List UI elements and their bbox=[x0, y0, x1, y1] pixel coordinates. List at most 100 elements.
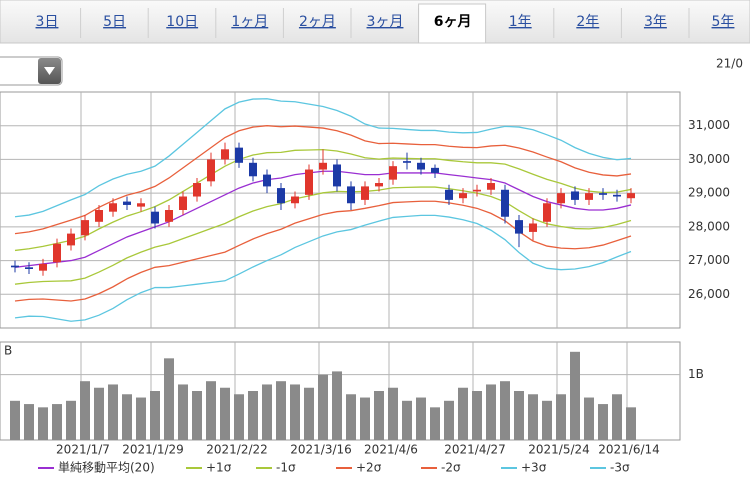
volume-bar bbox=[570, 351, 580, 440]
candle-body bbox=[207, 159, 215, 182]
volume-bar bbox=[388, 387, 398, 440]
band-line bbox=[14, 125, 632, 235]
candle-body bbox=[193, 183, 201, 197]
volume-bar bbox=[360, 397, 370, 440]
volume-bar bbox=[52, 404, 62, 440]
candle-body bbox=[445, 189, 453, 200]
tab-bar bbox=[0, 0, 750, 44]
x-tick-label: 2021/1/7 bbox=[56, 443, 110, 457]
candle-body bbox=[263, 174, 271, 187]
candle-body bbox=[235, 147, 243, 163]
volume-bar bbox=[430, 407, 440, 440]
tab[interactable]: 6ヶ月 bbox=[434, 14, 472, 30]
x-tick-label: 2021/1/29 bbox=[122, 443, 184, 457]
tabs: 3日 5日 10日 1ヶ月 2ヶ月 3ヶ月 6ヶ月 1年 2年 3年 5年 bbox=[36, 3, 735, 44]
x-tick-label: 2021/3/16 bbox=[290, 443, 352, 457]
plot: 26,000 27,000 28,000 29,000 30,000 31,000 1B B 2… bbox=[0, 91, 730, 475]
candle-body bbox=[249, 162, 257, 177]
volume-bar bbox=[626, 407, 636, 440]
volume-bar bbox=[542, 400, 552, 440]
candle-body bbox=[431, 167, 439, 173]
y-tick-label: 1B bbox=[688, 367, 704, 381]
candle-body bbox=[627, 193, 635, 199]
volume-bar bbox=[402, 400, 412, 440]
tab[interactable]: 3日 bbox=[36, 14, 59, 30]
candle-body bbox=[291, 196, 299, 204]
candle-body bbox=[361, 186, 369, 200]
legend-label: +1σ bbox=[206, 461, 232, 475]
volume-unit: B bbox=[4, 344, 12, 358]
candle-body bbox=[389, 166, 397, 180]
y-tick-label: 31,000 bbox=[688, 118, 730, 132]
volume-bar bbox=[80, 381, 90, 440]
tab[interactable]: 5年 bbox=[712, 14, 735, 30]
candle-body bbox=[277, 188, 285, 204]
candle-body bbox=[347, 186, 355, 204]
volume-bar bbox=[416, 397, 426, 440]
candle-body bbox=[165, 210, 173, 222]
tab[interactable]: 5日 bbox=[103, 14, 126, 30]
volume-bar bbox=[346, 394, 356, 440]
candle-body bbox=[11, 265, 19, 268]
volume-bar bbox=[262, 384, 272, 440]
legend-label: -1σ bbox=[276, 461, 296, 475]
price-frame bbox=[0, 91, 681, 329]
candle-body bbox=[95, 210, 103, 222]
band-line bbox=[14, 214, 632, 322]
tab[interactable]: 1ヶ月 bbox=[231, 14, 268, 30]
candle-body bbox=[25, 267, 33, 269]
volume-bar bbox=[94, 387, 104, 440]
volume-bar bbox=[458, 387, 468, 440]
band-line bbox=[14, 170, 632, 268]
tab[interactable]: 2年 bbox=[576, 14, 599, 30]
tab[interactable]: 3年 bbox=[644, 14, 667, 30]
volume-bar bbox=[192, 391, 202, 440]
candle-body bbox=[319, 162, 327, 170]
candle-body bbox=[501, 189, 509, 217]
candle-body bbox=[123, 201, 131, 205]
candle-body bbox=[333, 164, 341, 187]
volume-bar bbox=[122, 394, 132, 440]
tab[interactable]: 3ヶ月 bbox=[367, 14, 404, 30]
volume-bar bbox=[248, 391, 258, 440]
volume-bar bbox=[164, 358, 174, 440]
band-line bbox=[14, 200, 632, 302]
candle-body bbox=[109, 203, 117, 212]
volume-bar bbox=[332, 371, 342, 440]
volume-bar bbox=[374, 391, 384, 440]
legend-label: +3σ bbox=[521, 461, 547, 475]
volume-bar bbox=[150, 391, 160, 440]
candle-body bbox=[459, 193, 467, 199]
x-tick-label: 2021/5/24 bbox=[528, 443, 590, 457]
volume-bar bbox=[318, 374, 328, 440]
volume-bar bbox=[290, 384, 300, 440]
tab[interactable]: 10日 bbox=[166, 14, 198, 30]
volume-bar bbox=[24, 404, 34, 440]
volume-bar bbox=[556, 394, 566, 440]
volume-bar bbox=[206, 381, 216, 440]
volume-bar bbox=[108, 384, 118, 440]
candle-body bbox=[515, 220, 523, 234]
tab-active-bg bbox=[418, 3, 487, 44]
tab[interactable]: 2ヶ月 bbox=[299, 14, 336, 30]
date-label: 21/0 bbox=[716, 57, 743, 71]
candle-body bbox=[613, 194, 621, 197]
volume-bar bbox=[276, 381, 286, 440]
candle-body bbox=[417, 162, 425, 170]
period-select[interactable] bbox=[0, 56, 63, 86]
tab[interactable]: 1年 bbox=[509, 14, 532, 30]
volume-bar bbox=[66, 400, 76, 440]
candle-body bbox=[305, 169, 313, 195]
candle-body bbox=[487, 183, 495, 190]
candle-body bbox=[53, 243, 61, 263]
volume-bar bbox=[528, 394, 538, 440]
candle-body bbox=[557, 193, 565, 204]
volume-bar bbox=[178, 384, 188, 440]
candle-body bbox=[375, 183, 383, 187]
candle-body bbox=[473, 189, 481, 192]
legend-label: -3σ bbox=[610, 461, 630, 475]
candle-body bbox=[403, 161, 411, 163]
candle-body bbox=[599, 193, 607, 195]
volume-bar bbox=[612, 394, 622, 440]
volume-bar bbox=[38, 407, 48, 440]
